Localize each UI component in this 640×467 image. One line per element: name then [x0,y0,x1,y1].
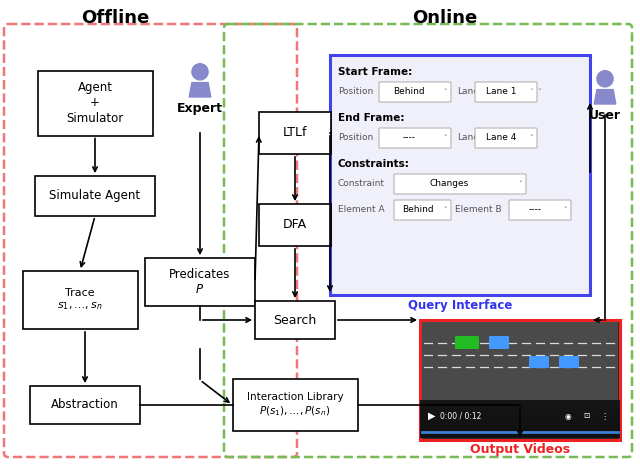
Text: Simulate Agent: Simulate Agent [49,190,141,203]
Text: Lane 4: Lane 4 [486,134,516,142]
FancyBboxPatch shape [35,176,155,216]
Text: Online: Online [412,9,477,27]
Text: ˅: ˅ [563,207,567,213]
Text: LTLf: LTLf [283,127,307,140]
Text: Behind: Behind [394,87,425,97]
FancyBboxPatch shape [475,82,537,102]
Text: User: User [589,109,621,122]
Text: Predicates
$P$: Predicates $P$ [170,268,230,296]
Text: 0:00 / 0:12: 0:00 / 0:12 [440,411,481,420]
FancyBboxPatch shape [38,71,152,135]
Text: Interaction Library
$P(s_1),\ldots,P(s_n)$: Interaction Library $P(s_1),\ldots,P(s_n… [246,392,343,418]
Text: ˅: ˅ [444,207,447,213]
Text: ˅: ˅ [537,89,541,95]
Text: ⋮: ⋮ [600,411,609,420]
Text: Position: Position [338,87,373,97]
Text: Lane: Lane [457,87,479,97]
FancyBboxPatch shape [509,200,571,220]
FancyBboxPatch shape [394,174,526,194]
Text: Behind: Behind [403,205,434,214]
Circle shape [597,71,613,87]
FancyBboxPatch shape [379,128,451,148]
FancyBboxPatch shape [475,128,537,148]
Text: Abstraction: Abstraction [51,398,119,411]
Text: Element A: Element A [338,205,385,214]
FancyBboxPatch shape [22,271,138,329]
Text: ----: ---- [529,205,541,214]
FancyBboxPatch shape [394,200,451,220]
Circle shape [192,64,208,80]
FancyBboxPatch shape [330,55,590,295]
Text: ----: ---- [403,134,416,142]
FancyBboxPatch shape [255,301,335,339]
Text: Query Interface: Query Interface [408,298,512,311]
Text: Lane 1: Lane 1 [486,87,516,97]
Polygon shape [189,83,211,97]
Text: Constraints:: Constraints: [338,159,410,169]
FancyBboxPatch shape [455,336,479,349]
FancyBboxPatch shape [259,112,331,154]
Text: Constraint: Constraint [338,179,385,189]
Text: Element B: Element B [455,205,502,214]
Text: Position: Position [338,134,373,142]
FancyBboxPatch shape [30,386,140,424]
FancyBboxPatch shape [145,258,255,306]
FancyBboxPatch shape [559,356,579,368]
Text: ◉: ◉ [565,411,572,420]
Text: Output Videos: Output Videos [470,444,570,457]
FancyBboxPatch shape [489,336,509,349]
Text: Lane: Lane [457,134,479,142]
Text: ˅: ˅ [518,181,522,187]
FancyBboxPatch shape [529,356,549,368]
FancyBboxPatch shape [232,379,358,431]
Text: ▶: ▶ [428,411,435,421]
FancyBboxPatch shape [422,322,618,402]
FancyBboxPatch shape [420,320,620,440]
Text: Expert: Expert [177,102,223,115]
FancyBboxPatch shape [259,204,331,246]
Text: DFA: DFA [283,219,307,232]
Text: Changes: Changes [430,179,469,189]
Text: Trace
$s_1,\ldots,s_n$: Trace $s_1,\ldots,s_n$ [57,288,103,311]
Text: Start Frame:: Start Frame: [338,67,412,77]
Text: ⊡: ⊡ [583,411,589,420]
Text: ˅: ˅ [529,135,532,141]
Text: Offline: Offline [81,9,149,27]
Text: ˅: ˅ [529,89,532,95]
FancyBboxPatch shape [420,400,620,438]
Polygon shape [594,90,616,104]
Text: ˅: ˅ [444,89,447,95]
Text: Search: Search [273,313,317,326]
FancyBboxPatch shape [379,82,451,102]
Text: End Frame:: End Frame: [338,113,404,123]
Text: ˅: ˅ [444,135,447,141]
Text: Agent
+
Simulator: Agent + Simulator [67,82,124,125]
